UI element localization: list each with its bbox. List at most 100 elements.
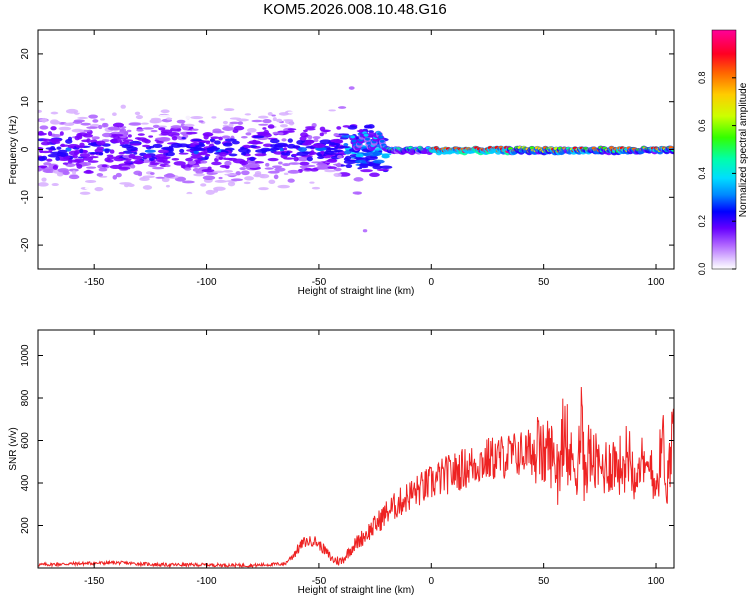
spectrogram-cell <box>245 99 256 103</box>
spectrogram-cell <box>311 186 321 190</box>
spectrogram-cell <box>87 151 100 155</box>
spectrogram-cell <box>328 150 341 153</box>
spectrogram-cell <box>74 158 85 164</box>
spectrogram-cell <box>200 151 208 155</box>
spectrogram-cell <box>108 127 114 130</box>
spectrogram-cell <box>165 184 170 188</box>
spectrogram-cell <box>134 111 141 116</box>
spectrogram-cell <box>79 191 91 195</box>
spectrogram-cell <box>331 103 338 106</box>
spectrogram-cell <box>181 137 186 140</box>
spectrogram-cell <box>230 102 241 108</box>
spectrogram-cell <box>240 146 245 150</box>
spectrogram-cell <box>378 135 384 139</box>
y-tick-label: 20 <box>20 48 31 60</box>
spectrogram-cell <box>327 166 337 170</box>
spectrogram-cell <box>39 150 52 154</box>
spectrogram-cell <box>104 111 110 115</box>
spectrogram-cell <box>153 101 162 107</box>
spectrogram-cell <box>88 114 98 119</box>
spectrogram-cell <box>271 201 283 206</box>
spectrogram-cell <box>109 149 115 154</box>
spectrogram-cell <box>155 137 168 141</box>
spectrogram-cell <box>218 152 228 157</box>
spectrogram-cell <box>254 153 267 157</box>
spectrogram-cell <box>80 122 92 126</box>
spectrogram-cell <box>150 117 161 121</box>
colorbar-tick-label: 0.0 <box>697 263 707 276</box>
spectrogram-cell <box>107 226 116 232</box>
spectrogram-cell <box>319 139 332 145</box>
spectrogram-cell <box>328 109 337 112</box>
spectrogram-cell <box>50 111 59 115</box>
spectrogram-cell <box>257 115 269 119</box>
spectrogram-cell <box>48 138 61 143</box>
spectrogram-cell <box>374 147 383 151</box>
spectrogram-cell <box>223 108 235 112</box>
spectrogram-cell <box>193 173 205 177</box>
spectrogram-cell <box>79 148 84 154</box>
spectrogram-cell <box>52 164 59 170</box>
colorbar-tick-label: 0.6 <box>697 119 707 132</box>
spectrogram-cell <box>288 121 294 126</box>
spectrogram-cell <box>38 109 42 113</box>
y-tick-label: 0 <box>20 146 31 152</box>
spectrogram-cell <box>272 131 279 135</box>
spectrogram-cell <box>209 138 216 143</box>
spectrogram-cell <box>86 166 97 169</box>
spectrogram-cell <box>224 173 237 176</box>
spectrogram-cell <box>86 65 97 71</box>
spectrogram-cell <box>58 56 70 61</box>
spectrogram-cell <box>161 177 170 183</box>
spectrogram-cell <box>207 70 216 76</box>
spectrogram-cell <box>39 125 49 130</box>
spectrogram-cell <box>317 156 325 160</box>
spectrogram-cell <box>134 226 143 232</box>
spectrogram-cell <box>147 196 159 199</box>
spectrogram-cell <box>57 168 70 173</box>
spectrogram-cell <box>78 162 92 167</box>
spectrogram-cell <box>222 169 234 173</box>
spectrogram-cell <box>136 183 144 188</box>
spectrogram-cell <box>211 116 217 119</box>
spectrogram-cell <box>179 148 185 153</box>
spectrogram-cell <box>243 181 251 185</box>
spectrogram-cell <box>180 123 186 128</box>
spectrogram-cell <box>168 145 174 149</box>
snr-y-label: SNR (v/v) <box>8 427 19 470</box>
spectrogram-cell <box>307 135 313 140</box>
spectrogram-cell <box>59 131 64 136</box>
snr-x-label: Height of straight line (km) <box>298 585 415 596</box>
spectrogram-cell <box>178 152 189 155</box>
spectrogram-cell <box>344 155 352 160</box>
spectrogram-cell <box>304 127 316 131</box>
colorbar-tick-label: 0.4 <box>697 167 707 180</box>
spectrogram-cell <box>297 85 303 91</box>
spectrogram-cell <box>47 88 53 94</box>
colorbar-tick-label: 0.8 <box>697 72 707 85</box>
spectrogram-cell <box>190 116 204 120</box>
spectrogram-cell <box>45 147 56 150</box>
spectrogram-cell <box>202 175 216 181</box>
colorbar-label: Normalized spectral amplitude <box>738 82 749 217</box>
spectrogram-cell <box>191 152 203 157</box>
spectrogram-cell <box>230 178 244 182</box>
spectrogram-cell <box>177 100 185 105</box>
spectrogram-cell <box>287 111 301 114</box>
spectrogram-cell <box>217 95 226 99</box>
spectrogram-cell <box>65 147 72 152</box>
spectrogram-x-ticks: -150 -100 -50 0 50 100 <box>84 30 665 288</box>
spectrogram-cell <box>362 152 370 157</box>
y-tick-label: 600 <box>20 432 31 449</box>
spectrogram-cell <box>137 172 143 177</box>
spectrogram-cell <box>297 94 310 97</box>
spectrogram-cell <box>210 136 220 139</box>
spectrogram-cell <box>83 170 94 174</box>
y-tick-label: 1000 <box>20 344 31 367</box>
spectrogram-cell <box>353 177 364 182</box>
spectrogram-cell <box>109 138 123 144</box>
spectrogram-cell <box>372 159 385 164</box>
spectrogram-cell <box>105 107 117 111</box>
spectrogram-cell <box>345 163 353 169</box>
